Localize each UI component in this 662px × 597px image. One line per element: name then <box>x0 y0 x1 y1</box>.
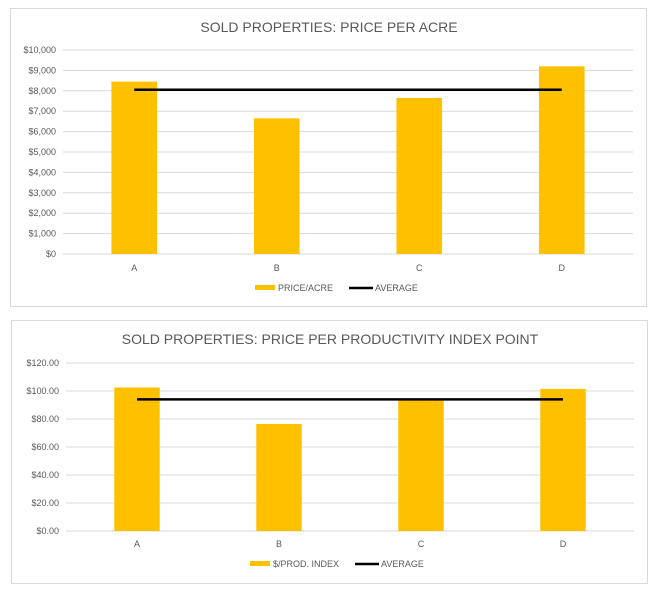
legend-label: AVERAGE <box>381 559 424 569</box>
x-category-label: B <box>274 263 280 273</box>
y-tick-label: $10,000 <box>23 45 56 55</box>
x-category-label: C <box>416 263 423 273</box>
y-tick-label: $0.00 <box>36 526 59 536</box>
y-tick-label: $7,000 <box>28 106 56 116</box>
y-tick-label: $120.00 <box>26 358 59 368</box>
chart-title: SOLD PROPERTIES: PRICE PER ACRE <box>200 19 457 35</box>
bar-b <box>256 423 302 531</box>
y-tick-label: $40.00 <box>31 470 59 480</box>
x-category-label: B <box>276 539 282 549</box>
legend-label: $/PROD. INDEX <box>273 559 339 569</box>
y-tick-label: $60.00 <box>31 442 59 452</box>
y-tick-label: $5,000 <box>28 147 56 157</box>
bar-a <box>114 387 160 531</box>
bar-c <box>398 400 444 531</box>
legend-label: AVERAGE <box>375 283 418 293</box>
y-tick-label: $0 <box>46 249 56 259</box>
price-per-acre-chart: SOLD PROPERTIES: PRICE PER ACRE $0 $1,000… <box>10 8 647 307</box>
y-tick-label: $80.00 <box>31 414 59 424</box>
bar-b <box>253 118 300 254</box>
y-tick-label: $6,000 <box>28 127 56 137</box>
price-per-productivity-index-chart-svg: SOLD PROPERTIES: PRICE PER PRODUCTIVITY … <box>26 331 634 569</box>
x-category-label: A <box>131 263 137 273</box>
y-tick-label: $4,000 <box>28 167 56 177</box>
bar-c <box>396 97 443 254</box>
y-tick-label: $20.00 <box>31 498 59 508</box>
legend-label: PRICE/ACRE <box>278 283 333 293</box>
legend-swatch-bar <box>255 285 275 290</box>
x-category-label: A <box>134 539 140 549</box>
y-tick-label: $8,000 <box>28 86 56 96</box>
price-per-productivity-index-chart: SOLD PROPERTIES: PRICE PER PRODUCTIVITY … <box>11 320 648 584</box>
y-tick-label: $9,000 <box>28 65 56 75</box>
x-category-label: D <box>560 539 567 549</box>
y-tick-label: $100.00 <box>26 386 59 396</box>
price-per-acre-chart-svg: SOLD PROPERTIES: PRICE PER ACRE $0 $1,000… <box>23 19 633 293</box>
bar-d <box>538 66 585 254</box>
bar-a <box>111 81 158 255</box>
y-tick-label: $3,000 <box>28 188 56 198</box>
bar-d <box>540 388 586 531</box>
legend-swatch-bar <box>250 561 270 566</box>
y-tick-label: $2,000 <box>28 208 56 218</box>
chart-title: SOLD PROPERTIES: PRICE PER PRODUCTIVITY … <box>122 331 539 347</box>
x-category-label: D <box>559 263 566 273</box>
x-category-label: C <box>418 539 425 549</box>
y-tick-label: $1,000 <box>28 229 56 239</box>
